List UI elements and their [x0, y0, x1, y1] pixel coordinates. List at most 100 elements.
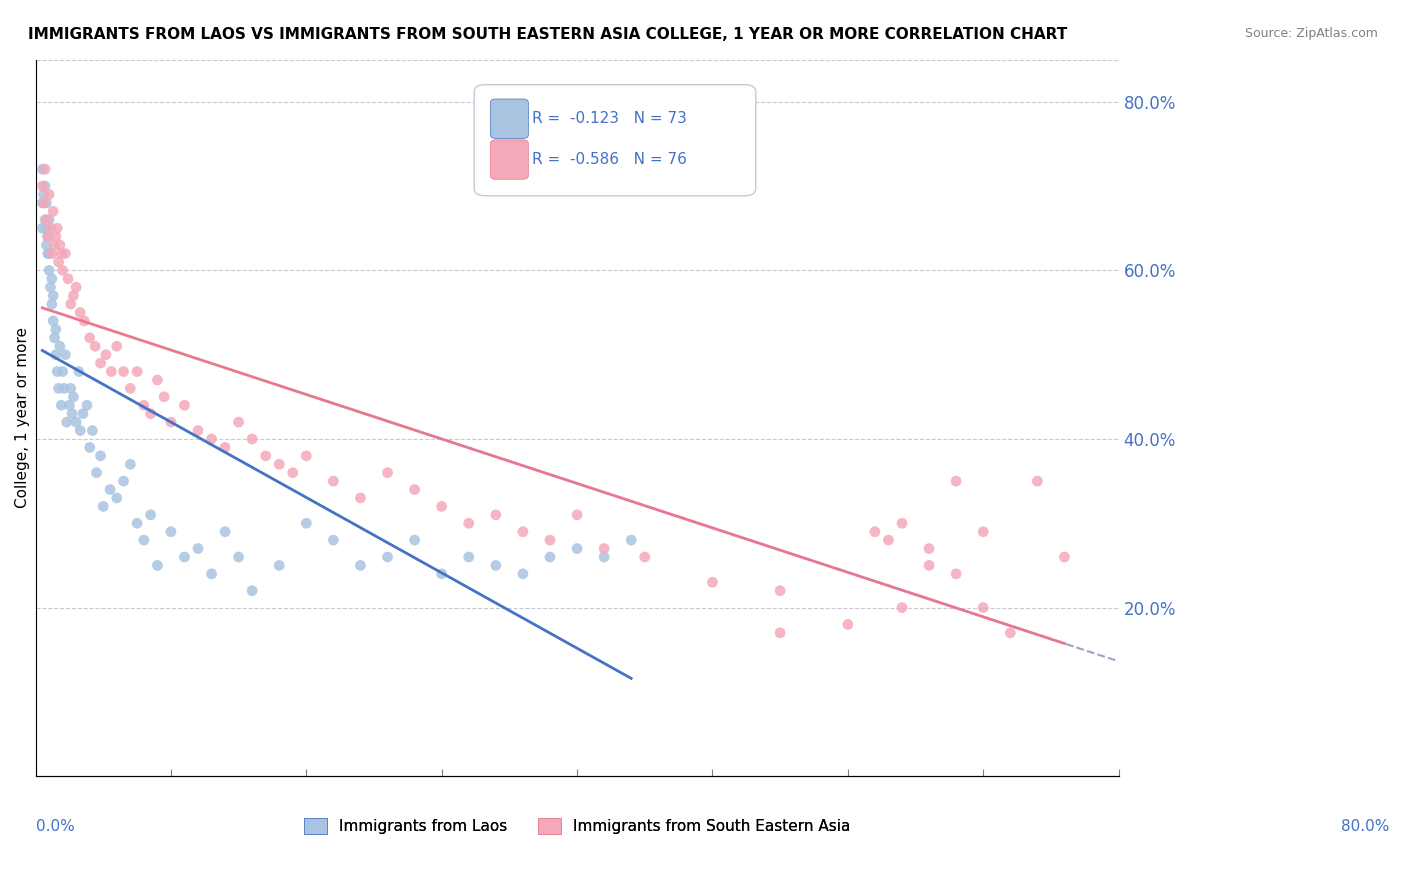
- Point: [35, 212, 58, 227]
- Point: [34, 162, 56, 177]
- Point: [160, 415, 183, 429]
- Point: [200, 432, 222, 446]
- Point: [52, 263, 75, 277]
- Point: [65, 280, 87, 294]
- Point: [35, 195, 58, 210]
- Point: [67, 365, 90, 379]
- Point: [377, 549, 399, 564]
- Point: [42, 204, 65, 219]
- Point: [512, 524, 534, 539]
- Point: [34, 212, 56, 227]
- Point: [228, 415, 250, 429]
- Point: [31, 195, 53, 210]
- Point: [295, 449, 318, 463]
- Point: [48, 381, 70, 395]
- Point: [512, 566, 534, 581]
- Point: [146, 373, 169, 387]
- Point: [187, 541, 209, 556]
- Point: [31, 221, 53, 235]
- Text: 80.0%: 80.0%: [1341, 819, 1389, 834]
- Point: [891, 516, 914, 531]
- Text: Source: ZipAtlas.com: Source: ZipAtlas.com: [1244, 27, 1378, 40]
- Point: [1053, 549, 1076, 564]
- Point: [240, 583, 263, 598]
- Legend: Immigrants from Laos, Immigrants from South Eastern Asia: Immigrants from Laos, Immigrants from So…: [298, 812, 856, 840]
- Point: [35, 238, 58, 252]
- Point: [60, 407, 83, 421]
- Point: [44, 331, 66, 345]
- Point: [48, 255, 70, 269]
- Point: [79, 441, 101, 455]
- Point: [58, 398, 80, 412]
- Point: [53, 246, 76, 260]
- Point: [31, 162, 53, 177]
- Point: [457, 549, 479, 564]
- Point: [769, 625, 792, 640]
- FancyBboxPatch shape: [474, 85, 756, 195]
- Point: [565, 541, 588, 556]
- Point: [349, 491, 371, 505]
- Point: [39, 280, 62, 294]
- Point: [62, 390, 84, 404]
- Point: [538, 533, 561, 548]
- Point: [702, 575, 724, 590]
- Point: [891, 600, 914, 615]
- Point: [90, 356, 112, 370]
- Point: [98, 483, 121, 497]
- Point: [91, 500, 114, 514]
- Point: [112, 474, 135, 488]
- Point: [38, 246, 60, 260]
- Point: [173, 398, 195, 412]
- Point: [127, 365, 149, 379]
- Point: [49, 339, 72, 353]
- Point: [84, 339, 107, 353]
- Point: [65, 415, 87, 429]
- Point: [485, 558, 508, 573]
- Point: [228, 549, 250, 564]
- Point: [620, 533, 643, 548]
- Point: [32, 187, 55, 202]
- Point: [146, 558, 169, 573]
- Point: [269, 457, 291, 471]
- Point: [295, 516, 318, 531]
- Point: [173, 549, 195, 564]
- Point: [45, 229, 67, 244]
- Y-axis label: College, 1 year or more: College, 1 year or more: [15, 327, 30, 508]
- Point: [31, 179, 53, 194]
- Point: [349, 558, 371, 573]
- Point: [44, 238, 66, 252]
- Text: 0.0%: 0.0%: [35, 819, 75, 834]
- Point: [112, 365, 135, 379]
- Text: IMMIGRANTS FROM LAOS VS IMMIGRANTS FROM SOUTH EASTERN ASIA COLLEGE, 1 YEAR OR MO: IMMIGRANTS FROM LAOS VS IMMIGRANTS FROM …: [28, 27, 1067, 42]
- Point: [240, 432, 263, 446]
- Point: [38, 187, 60, 202]
- Point: [1000, 625, 1022, 640]
- Point: [51, 246, 73, 260]
- Point: [62, 288, 84, 302]
- Point: [254, 449, 277, 463]
- Point: [69, 424, 91, 438]
- Point: [404, 533, 426, 548]
- Point: [918, 541, 941, 556]
- Point: [863, 524, 886, 539]
- Point: [100, 365, 122, 379]
- FancyBboxPatch shape: [491, 140, 529, 179]
- Point: [32, 195, 55, 210]
- Point: [945, 566, 967, 581]
- Point: [90, 449, 112, 463]
- Point: [430, 500, 453, 514]
- Text: R =  -0.586   N = 76: R = -0.586 N = 76: [531, 153, 686, 168]
- Point: [76, 398, 98, 412]
- Point: [139, 508, 162, 522]
- Point: [94, 348, 117, 362]
- Point: [52, 365, 75, 379]
- Point: [51, 398, 73, 412]
- Point: [877, 533, 900, 548]
- Point: [35, 221, 58, 235]
- Point: [404, 483, 426, 497]
- Point: [160, 524, 183, 539]
- Point: [46, 365, 69, 379]
- Point: [187, 424, 209, 438]
- Point: [634, 549, 657, 564]
- Point: [79, 331, 101, 345]
